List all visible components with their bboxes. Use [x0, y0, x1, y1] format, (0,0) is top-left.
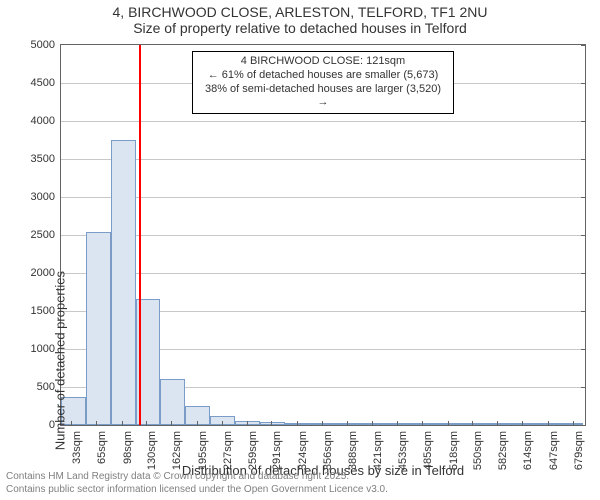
- y-tick-mark: [581, 311, 586, 312]
- plot-area: 4 BIRCHWOOD CLOSE: 121sqm ← 61% of detac…: [60, 44, 586, 426]
- title-block: 4, BIRCHWOOD CLOSE, ARLESTON, TELFORD, T…: [0, 0, 600, 36]
- x-tick-mark: [247, 421, 248, 426]
- x-tick-mark: [573, 421, 574, 426]
- y-tick-mark: [581, 197, 586, 198]
- y-tick-mark: [581, 387, 586, 388]
- y-axis-label: Number of detached properties: [53, 235, 68, 450]
- annotation-title: 4 BIRCHWOOD CLOSE: 121sqm: [199, 55, 447, 69]
- x-tick-label: 614sqm: [522, 431, 534, 470]
- footer-line2: Contains public sector information licen…: [6, 484, 388, 497]
- histogram-bar: [558, 423, 583, 425]
- y-tick-label: 5000: [31, 39, 55, 51]
- x-tick-mark: [548, 421, 549, 426]
- x-tick-label: 33sqm: [71, 431, 83, 464]
- footer: Contains HM Land Registry data © Crown c…: [6, 471, 388, 496]
- footer-line1: Contains HM Land Registry data © Crown c…: [6, 471, 388, 484]
- x-tick-mark: [522, 421, 523, 426]
- y-tick-label: 2500: [31, 229, 55, 241]
- y-tick-label: 3500: [31, 153, 55, 165]
- title-address: 4, BIRCHWOOD CLOSE, ARLESTON, TELFORD, T…: [0, 4, 600, 20]
- annotation-line-smaller: ← 61% of detached houses are smaller (5,…: [199, 69, 447, 83]
- histogram-bar: [508, 423, 533, 425]
- y-tick-label: 4000: [31, 115, 55, 127]
- y-tick-mark: [581, 45, 586, 46]
- x-tick-mark: [222, 421, 223, 426]
- chart: 4 BIRCHWOOD CLOSE: 121sqm ← 61% of detac…: [60, 44, 586, 426]
- y-tick-mark: [581, 159, 586, 160]
- x-tick-mark: [122, 421, 123, 426]
- x-tick-mark: [297, 421, 298, 426]
- y-tick-label: 2000: [31, 267, 55, 279]
- x-tick-mark: [347, 421, 348, 426]
- y-tick-mark: [581, 83, 586, 84]
- x-tick-mark: [171, 421, 172, 426]
- x-tick-mark: [372, 421, 373, 426]
- x-tick-label: 679sqm: [573, 431, 585, 470]
- reference-line: [139, 45, 141, 425]
- histogram-bar: [483, 423, 508, 425]
- y-tick-mark: [581, 121, 586, 122]
- annotation-line-larger: 38% of semi-detached houses are larger (…: [199, 83, 447, 111]
- x-tick-label: 582sqm: [497, 431, 509, 470]
- x-tick-mark: [96, 421, 97, 426]
- x-tick-label: 65sqm: [96, 431, 108, 464]
- histogram-bar: [111, 140, 136, 425]
- x-tick-mark: [397, 421, 398, 426]
- histogram-bar: [434, 423, 459, 425]
- x-tick-label: 98sqm: [122, 431, 134, 464]
- y-tick-mark: [581, 349, 586, 350]
- y-tick-mark: [581, 425, 586, 426]
- histogram-bar: [533, 423, 558, 425]
- x-tick-mark: [146, 421, 147, 426]
- x-tick-label: 550sqm: [472, 431, 484, 470]
- y-tick-label: 3000: [31, 191, 55, 203]
- x-tick-mark: [197, 421, 198, 426]
- x-tick-mark: [422, 421, 423, 426]
- x-tick-mark: [71, 421, 72, 426]
- histogram-bar: [160, 379, 185, 425]
- x-tick-mark: [322, 421, 323, 426]
- x-tick-label: 647sqm: [548, 431, 560, 470]
- histogram-bar: [86, 232, 111, 425]
- root: 4, BIRCHWOOD CLOSE, ARLESTON, TELFORD, T…: [0, 0, 600, 500]
- y-tick-label: 1000: [31, 343, 55, 355]
- y-tick-label: 4500: [31, 77, 55, 89]
- annotation-box: 4 BIRCHWOOD CLOSE: 121sqm ← 61% of detac…: [192, 51, 454, 114]
- x-tick-mark: [448, 421, 449, 426]
- x-tick-mark: [271, 421, 272, 426]
- x-tick-label: 130sqm: [146, 431, 158, 470]
- y-tick-mark: [581, 235, 586, 236]
- y-tick-mark: [581, 273, 586, 274]
- y-tick-label: 1500: [31, 305, 55, 317]
- x-tick-mark: [472, 421, 473, 426]
- histogram-bar: [458, 423, 483, 425]
- x-tick-mark: [497, 421, 498, 426]
- title-subhead: Size of property relative to detached ho…: [0, 20, 600, 36]
